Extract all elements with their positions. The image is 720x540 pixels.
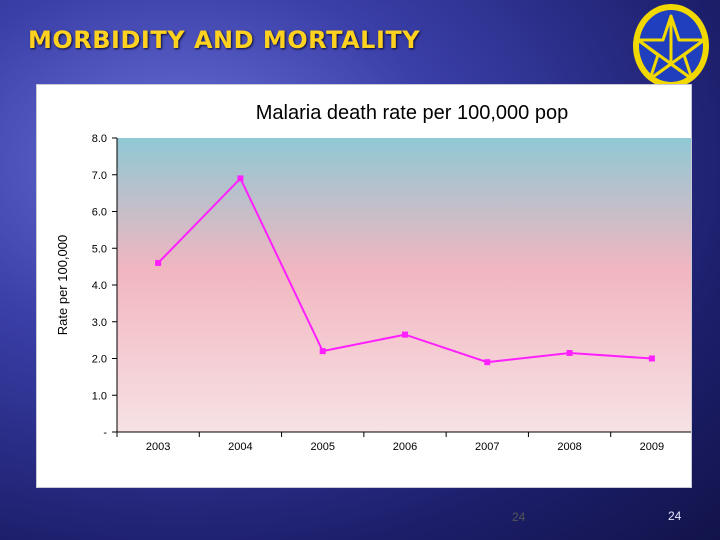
y-tick-label: 7.0 (92, 170, 107, 182)
x-tick-label: 2005 (310, 441, 334, 453)
chart-title: Malaria death rate per 100,000 pop (256, 102, 568, 124)
y-tick-label: - (103, 427, 107, 439)
page-number-inner: 24 (512, 510, 526, 524)
x-tick-label: 2004 (228, 441, 252, 453)
y-tick-label: 1.0 (92, 390, 107, 402)
data-point (155, 259, 162, 266)
y-tick-label: 5.0 (92, 243, 107, 255)
chart-svg: Malaria death rate per 100,000 pop Rate … (55, 102, 691, 453)
x-tick-label: 2003 (146, 441, 170, 453)
slide-title: MORBIDITY AND MORTALITY (28, 26, 421, 54)
x-tick-label: 2009 (640, 441, 664, 453)
y-tick-label: 6.0 (92, 207, 107, 219)
y-tick-label: 8.0 (92, 133, 107, 145)
x-tick-label: 2007 (475, 441, 499, 453)
y-axis-label: Rate per 100,000 (55, 235, 70, 335)
data-point (319, 348, 326, 355)
plot-background (117, 138, 691, 432)
data-point (648, 355, 655, 362)
data-point (402, 331, 408, 338)
data-point (237, 175, 244, 182)
chart-area: Malaria death rate per 100,000 pop Rate … (36, 84, 692, 488)
x-tick-label: 2006 (393, 441, 417, 453)
y-tick-label: 3.0 (92, 317, 107, 329)
data-point (566, 349, 573, 356)
page-number: 24 (668, 509, 682, 523)
x-tick-label: 2008 (557, 441, 581, 453)
star-emblem-icon (633, 4, 709, 88)
y-tick-label: 4.0 (92, 280, 107, 292)
y-tick-label: 2.0 (92, 354, 107, 366)
data-point (484, 359, 491, 366)
